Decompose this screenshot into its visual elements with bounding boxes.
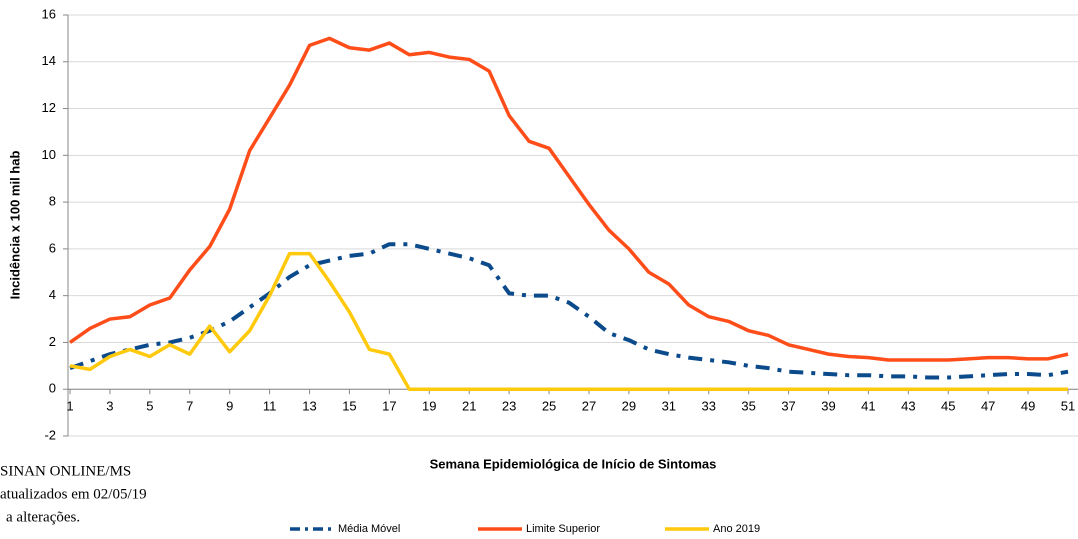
x-tick-label: 13 bbox=[302, 399, 316, 414]
legend-label: Média Móvel bbox=[338, 523, 400, 535]
x-tick-label: 17 bbox=[382, 399, 396, 414]
source-note: atualizados em 02/05/19 bbox=[0, 486, 147, 502]
x-tick-label: 11 bbox=[263, 399, 277, 414]
y-tick-label: 0 bbox=[49, 381, 56, 396]
y-tick-label: 12 bbox=[42, 100, 56, 115]
x-tick-label: 39 bbox=[821, 399, 835, 414]
y-tick-label: 16 bbox=[42, 6, 56, 21]
y-tick-label: 6 bbox=[49, 240, 56, 255]
x-tick-label: 41 bbox=[861, 399, 875, 414]
legend-label: Limite Superior bbox=[526, 523, 600, 535]
x-tick-label: 31 bbox=[662, 399, 676, 414]
x-tick-label: 1 bbox=[66, 399, 73, 414]
source-note: a alterações. bbox=[6, 509, 80, 525]
x-tick-label: 45 bbox=[941, 399, 955, 414]
series-line bbox=[68, 36, 1069, 362]
y-tick-label: 4 bbox=[49, 287, 56, 302]
x-tick-label: 27 bbox=[582, 399, 596, 414]
x-tick-label: 25 bbox=[542, 399, 556, 414]
series-line bbox=[69, 251, 1069, 391]
x-tick-label: 29 bbox=[622, 399, 636, 414]
y-tick-label: -2 bbox=[44, 427, 56, 442]
x-tick-label: 49 bbox=[1021, 399, 1035, 414]
y-tick-label: 8 bbox=[49, 194, 56, 209]
source-note: SINAN ONLINE/MS bbox=[0, 463, 131, 479]
x-tick-label: 37 bbox=[781, 399, 795, 414]
x-tick-label: 35 bbox=[741, 399, 755, 414]
series-line bbox=[69, 242, 1069, 380]
x-tick-label: 9 bbox=[226, 399, 233, 414]
x-tick-label: 33 bbox=[701, 399, 715, 414]
y-tick-label: 2 bbox=[49, 334, 56, 349]
x-tick-label: 23 bbox=[502, 399, 516, 414]
x-tick-label: 3 bbox=[106, 399, 113, 414]
x-axis-label: Semana Epidemiológica de Início de Sinto… bbox=[430, 456, 717, 471]
x-tick-label: 43 bbox=[901, 399, 915, 414]
y-tick-label: 14 bbox=[42, 53, 56, 68]
x-tick-label: 47 bbox=[981, 399, 995, 414]
y-tick-label: 10 bbox=[42, 147, 56, 162]
x-tick-label: 7 bbox=[186, 399, 193, 414]
y-axis-label: Incidência x 100 mil hab bbox=[7, 151, 22, 300]
x-tick-label: 19 bbox=[422, 399, 436, 414]
legend-label: Ano 2019 bbox=[713, 523, 760, 535]
x-tick-label: 5 bbox=[146, 399, 153, 414]
x-tick-label: 51 bbox=[1061, 399, 1075, 414]
x-tick-label: 21 bbox=[462, 399, 476, 414]
x-tick-label: 15 bbox=[342, 399, 356, 414]
